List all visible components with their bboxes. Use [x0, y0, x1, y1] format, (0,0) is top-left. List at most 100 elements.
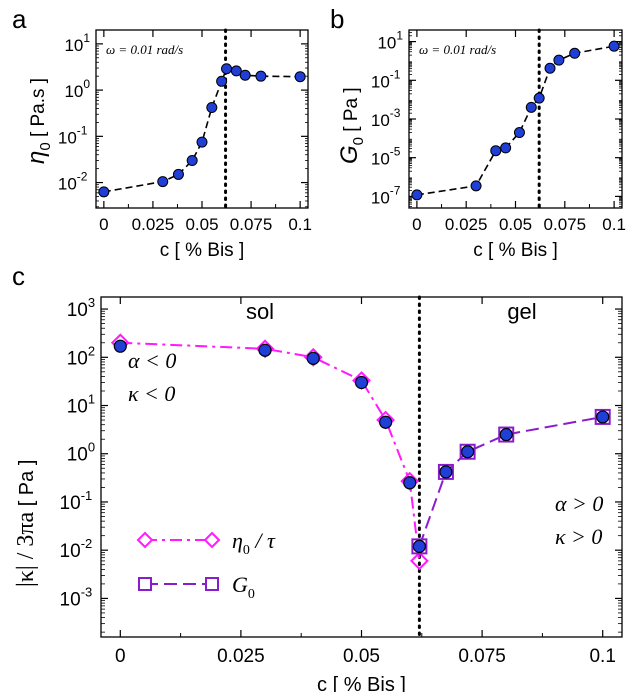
y-tick-exponent: -7: [390, 183, 401, 197]
y-tick-label: 10: [58, 128, 77, 147]
data-point: [230, 65, 242, 77]
y-axis-label: η0 [ Pa.s ]: [23, 78, 54, 164]
region-label-sol: sol: [246, 299, 274, 324]
overlay-point: [306, 351, 320, 365]
y-tick-base: 10: [67, 300, 88, 321]
y-tick-exponent: 3: [88, 295, 95, 310]
panel-label: a: [12, 4, 27, 34]
y-tick-label: 10: [67, 300, 88, 321]
y-tick-label: 10: [60, 589, 81, 610]
legend-marker: [203, 531, 221, 549]
y-tick-base: 10: [60, 493, 81, 514]
series-marker-square: [594, 408, 611, 425]
y-tick-base: 10: [371, 188, 390, 207]
y-label-subscript: 0: [37, 142, 54, 150]
y-tick-exponent: -2: [77, 170, 88, 184]
series-marker-square: [411, 538, 428, 555]
y-axis-label: |κ| / 3πa [ Pa ]: [13, 460, 39, 587]
legend-marker: [138, 577, 152, 591]
panel-b: b0 0.025 0.05 0.075 0.110-710-510-310-110 1c …: [330, 4, 626, 261]
data-point: [569, 47, 581, 59]
overlay-point: [461, 445, 475, 459]
data-point: [239, 69, 251, 81]
y-tick-label: 10: [371, 72, 390, 91]
overlay-point: [596, 410, 610, 424]
data-point: [500, 142, 512, 154]
condition-note: α < 0: [128, 348, 176, 373]
annotation: ω = 0.01 rad/s: [106, 42, 183, 57]
x-tick-label: 0.075: [544, 215, 587, 234]
y-tick-label: 10: [377, 34, 396, 53]
overlay-point: [412, 539, 426, 553]
y-tick-base: 10: [64, 82, 83, 101]
x-tick-label: 0.05: [185, 215, 218, 234]
y-tick-label: 10: [67, 445, 88, 466]
y-tick-label: 10: [371, 150, 390, 169]
y-tick-label: 10: [371, 111, 390, 130]
y-tick-exponent: -1: [81, 488, 93, 503]
x-tick-label: 0.1: [589, 646, 615, 667]
annotation: ω = 0.01 rad/s: [419, 42, 496, 57]
x-axis-label: c [ % Bis ]: [473, 240, 557, 261]
data-point: [294, 71, 306, 83]
data-point: [216, 75, 228, 87]
y-label-symbol: G: [336, 145, 363, 164]
data-point: [221, 63, 233, 75]
y-tick-label: 10: [60, 541, 81, 562]
series-line-1: [418, 415, 603, 547]
y-tick-label: 10: [60, 493, 81, 514]
y-tick-base: 10: [371, 72, 390, 91]
y-tick-base: 10: [67, 348, 88, 369]
series-marker-square: [498, 426, 515, 443]
data-point: [608, 40, 620, 52]
y-tick-exponent: 0: [83, 77, 90, 91]
y-label-unit: [ Pa ]: [16, 460, 38, 512]
legend-symbol: G: [232, 572, 248, 597]
overlay-point: [354, 375, 369, 390]
data-point: [98, 186, 110, 198]
series-marker-square: [437, 463, 454, 480]
series-marker-diamond: [409, 551, 429, 571]
y-tick-base: 10: [64, 36, 83, 55]
data-point: [196, 136, 208, 148]
y-tick-exponent: -3: [390, 106, 401, 120]
data-point: [553, 54, 565, 66]
y-tick-label: 10: [67, 348, 88, 369]
data-point: [172, 168, 184, 180]
data-point: [544, 62, 556, 74]
overlay-point: [258, 343, 272, 357]
data-point: [525, 101, 537, 113]
x-tick-label: 0: [115, 646, 126, 667]
data-point: [411, 189, 423, 201]
overlay-point: [403, 476, 417, 490]
x-tick-label: 0.05: [343, 646, 380, 667]
data-point: [533, 92, 545, 104]
y-axis-label: G0 [ Pa ]: [336, 87, 367, 164]
panel-label: b: [330, 4, 344, 34]
x-tick-label: 0.075: [458, 646, 506, 667]
y-tick-exponent: 1: [83, 31, 90, 45]
y-tick-label: 10: [67, 397, 88, 418]
overlay-point: [379, 415, 393, 429]
y-tick-exponent: -1: [77, 123, 88, 137]
y-tick-base: 10: [60, 541, 81, 562]
y-label-unit: [ Pa ]: [341, 87, 362, 137]
region-label-gel: gel: [507, 299, 536, 324]
y-tick-exponent: 0: [88, 440, 95, 455]
y-label-main: |κ| / 3πa: [13, 512, 39, 587]
legend-marker: [205, 577, 219, 591]
y-tick-base: 10: [67, 445, 88, 466]
x-tick-label: 0.075: [230, 215, 273, 234]
legend-label: η0 / τ: [232, 528, 276, 558]
y-tick-base: 10: [371, 150, 390, 169]
y-tick-exponent: 1: [88, 392, 95, 407]
data-point: [255, 70, 267, 82]
data-line: [416, 45, 615, 196]
y-tick-exponent: -2: [81, 536, 93, 551]
overlay-point: [439, 465, 453, 479]
panel-label: c: [12, 261, 25, 291]
legend-marker: [136, 531, 154, 549]
